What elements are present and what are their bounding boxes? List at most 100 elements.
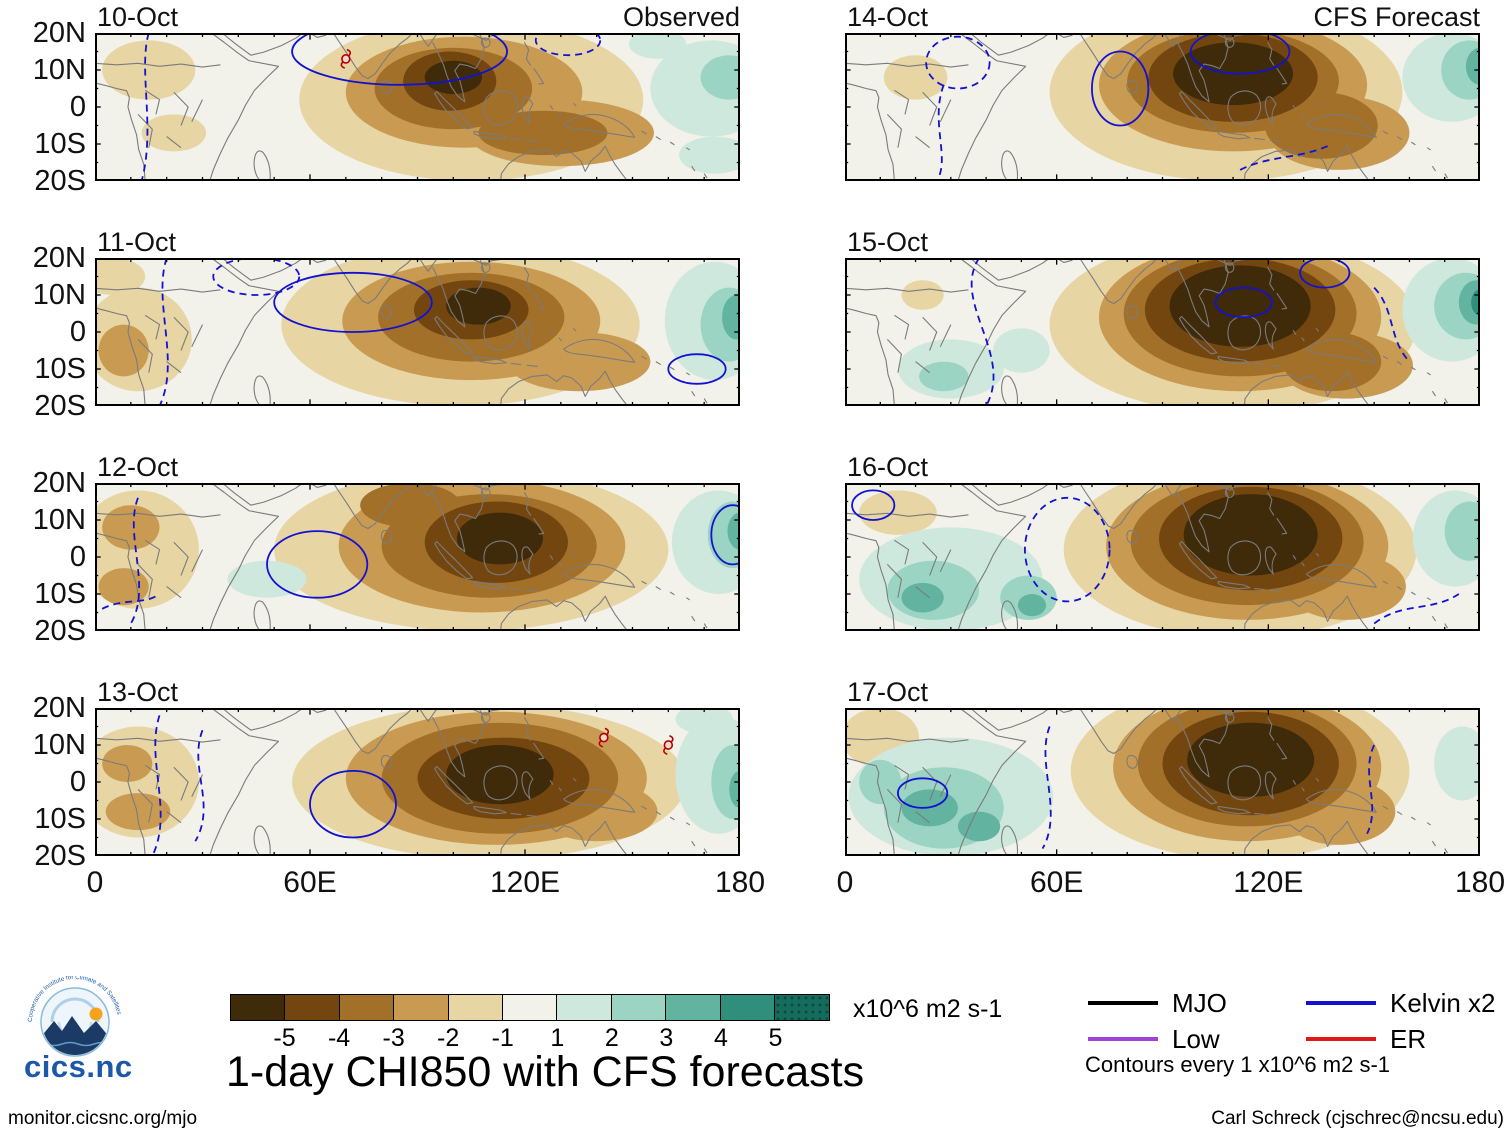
kelvin-contours	[142, 33, 601, 181]
axis-ticks	[845, 483, 1480, 631]
colorbar-cell	[610, 994, 667, 1021]
storm-markers	[341, 50, 350, 69]
panel-date: 13-Oct	[97, 677, 179, 707]
observed-header: Observed	[622, 2, 740, 32]
axis-ticks	[845, 258, 1480, 406]
lat-tick-label: 10S	[34, 803, 86, 835]
lat-tick-label: 0	[69, 766, 86, 798]
legend-label: ER	[1390, 1024, 1427, 1054]
contour-fills	[859, 483, 1480, 631]
colorbar-tick-label: 1	[550, 1024, 565, 1052]
legend-label: MJO	[1172, 988, 1227, 1018]
colorbar-cell	[284, 994, 341, 1021]
map-panel-13-Oct	[95, 708, 740, 856]
colorbar-tick-label: -2	[437, 1024, 460, 1052]
lon-tick-label: 120E	[489, 866, 561, 899]
contour-fills	[95, 258, 740, 406]
kelvin-contours	[898, 727, 1374, 849]
coastlines	[845, 483, 1448, 631]
storm-markers	[599, 728, 672, 754]
panel-date: 12-Oct	[97, 452, 179, 482]
axis-ticks	[845, 708, 1480, 856]
colorbar-units: x10^6 m2 s-1	[853, 995, 1003, 1023]
map-canvas	[95, 258, 740, 406]
lat-tick-label: 10N	[32, 279, 86, 311]
lat-tick-label: 20S	[34, 390, 86, 422]
lat-tick-label: 10N	[32, 729, 86, 761]
kelvin-contours	[972, 258, 1410, 406]
colorbar-cell	[447, 994, 504, 1021]
lat-tick-label: 20S	[34, 165, 86, 197]
coastlines	[95, 258, 707, 406]
kelvin-contours	[926, 33, 1332, 181]
colorbar-cell	[393, 994, 450, 1021]
forecast-header: CFS Forecast	[1313, 2, 1480, 32]
panel-date: 17-Oct	[847, 677, 929, 707]
colorbar-cell	[665, 994, 722, 1021]
contour-fills	[897, 258, 1480, 406]
lat-tick-label: 20N	[32, 692, 86, 724]
coastlines	[95, 33, 707, 181]
footer-credit: Carl Schreck (cjschrec@ncsu.edu)	[1211, 1108, 1504, 1129]
panel-date: 14-Oct	[847, 2, 929, 32]
colorbar-tick-label: -3	[382, 1024, 405, 1052]
lat-tick-label: 10S	[34, 353, 86, 385]
panel-date: 16-Oct	[847, 452, 929, 482]
colorbar-cell	[338, 994, 395, 1021]
kelvin-contours	[102, 498, 740, 624]
lat-tick-label: 10N	[32, 504, 86, 536]
axis-ticks	[95, 33, 740, 181]
lat-tick-label: 20S	[34, 840, 86, 872]
colorbar-tick-label: -5	[273, 1024, 296, 1052]
legend-line-low	[1088, 1037, 1158, 1041]
footer-url: monitor.cicsnc.org/mjo	[8, 1108, 198, 1129]
lon-tick-label: 180	[714, 866, 766, 899]
logo-sun-icon	[89, 1007, 103, 1021]
legend-line-kelvin-x2	[1306, 1001, 1376, 1005]
map-canvas	[95, 33, 740, 181]
lat-tick-label: 10N	[32, 54, 86, 86]
map-canvas	[845, 483, 1480, 631]
axis-ticks	[95, 483, 740, 631]
colorbar	[230, 994, 830, 1021]
colorbar-tick-label: 5	[768, 1024, 783, 1052]
lon-tick-label: 180	[1454, 866, 1506, 899]
panel-date: 15-Oct	[847, 227, 929, 257]
map-canvas	[845, 708, 1480, 856]
map-panel-15-Oct	[845, 258, 1480, 406]
lat-tick-label: 20N	[32, 242, 86, 274]
lon-tick-label: 0	[836, 866, 854, 899]
logo-art	[42, 997, 108, 1055]
cics-wordmark: cics.nc	[24, 1049, 133, 1084]
lat-tick-label: 10S	[34, 128, 86, 160]
legend-line-er	[1306, 1037, 1376, 1041]
map-canvas	[95, 708, 740, 856]
legend-label: Low	[1172, 1024, 1220, 1054]
coastlines	[95, 483, 707, 631]
coastlines	[845, 708, 1448, 856]
kelvin-contours	[152, 715, 396, 856]
lat-tick-label: 20N	[32, 17, 86, 49]
panel-date: 11-Oct	[97, 227, 177, 257]
kelvin-contours	[160, 258, 726, 406]
colorbar-tick-label: -4	[327, 1024, 351, 1052]
colorbar-cell	[774, 994, 830, 1021]
map-canvas	[845, 33, 1480, 181]
cics-logo: Cooperative Institute for Climate and Sa…	[27, 976, 122, 1057]
colorbar-cell	[502, 994, 558, 1021]
map-canvas	[95, 483, 740, 631]
colorbar-cell	[556, 994, 613, 1021]
map-canvas	[845, 258, 1480, 406]
lon-tick-label: 60E	[1029, 866, 1084, 899]
colorbar-tick-label: -1	[491, 1024, 514, 1052]
lat-tick-label: 20N	[32, 467, 86, 499]
lon-tick-label: 60E	[283, 866, 337, 899]
map-panel-16-Oct	[845, 483, 1480, 631]
map-panel-11-Oct	[95, 258, 740, 406]
axis-ticks	[95, 708, 740, 856]
legend-note: Contours every 1 x10^6 m2 s-1	[1085, 1052, 1391, 1077]
map-panel-17-Oct	[845, 708, 1480, 856]
lon-tick-label: 0	[86, 866, 104, 899]
lat-tick-label: 10S	[34, 578, 86, 610]
map-panel-10-Oct	[95, 33, 740, 181]
